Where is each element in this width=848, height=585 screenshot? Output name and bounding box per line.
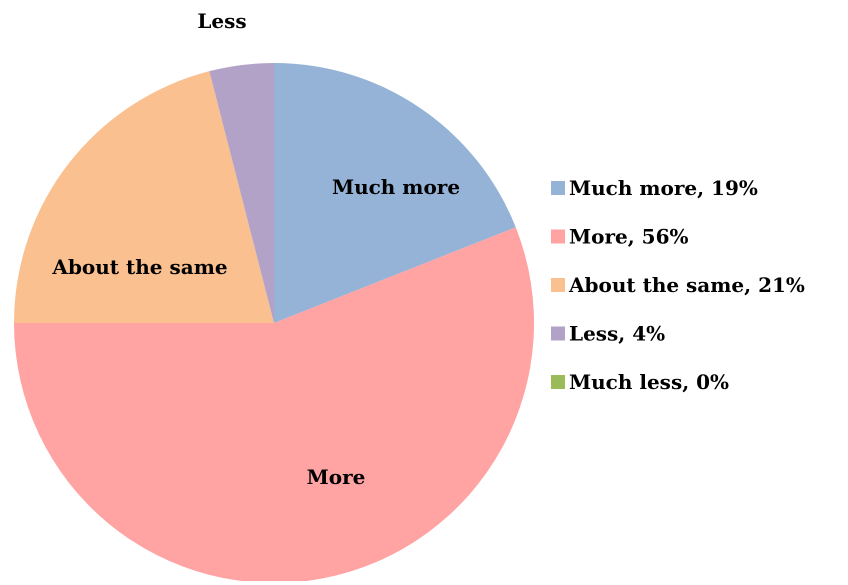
legend-swatch-much-more xyxy=(551,181,565,195)
slice-label-more: More xyxy=(307,465,366,489)
legend-item-much-less: Much less, 0% xyxy=(551,370,729,394)
legend-swatch-about-the-same xyxy=(551,278,565,292)
legend-item-less: Less, 4% xyxy=(551,322,665,346)
legend-item-about-the-same: About the same, 21% xyxy=(551,273,805,297)
legend-swatch-much-less xyxy=(551,375,565,389)
pie-slice-about-the-same xyxy=(14,71,274,323)
slice-label-about-the-same: About the same xyxy=(51,255,227,279)
legend-label-much-less: Much less, 0% xyxy=(569,370,729,394)
pie-slice-less xyxy=(209,63,274,323)
legend-label-much-more: Much more, 19% xyxy=(569,176,758,200)
legend-item-much-more: Much more, 19% xyxy=(551,176,758,200)
slice-label-less: Less xyxy=(197,9,246,33)
pie-slice-more xyxy=(14,227,534,583)
legend-label-less: Less, 4% xyxy=(569,322,665,346)
legend-label-about-the-same: About the same, 21% xyxy=(568,273,805,297)
pie-slice-much-more xyxy=(274,63,516,323)
pie-slice-labels: Much more More About the same Less xyxy=(51,9,460,489)
legend-label-more: More, 56% xyxy=(569,225,689,249)
slice-label-much-more: Much more xyxy=(332,175,460,199)
pie-slices xyxy=(14,63,534,583)
legend-swatch-less xyxy=(551,326,565,341)
legend-swatch-more xyxy=(551,229,565,244)
legend: Much more, 19% More, 56% About the same, 2… xyxy=(551,176,805,394)
legend-item-more: More, 56% xyxy=(551,225,689,249)
